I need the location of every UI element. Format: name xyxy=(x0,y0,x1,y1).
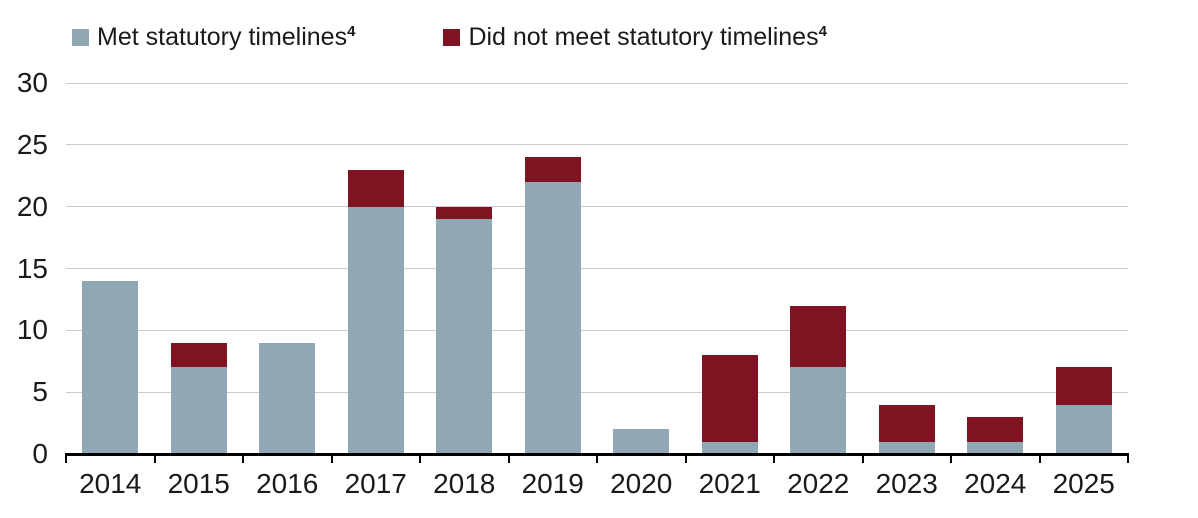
legend-label-not-met: Did not meet statutory timelines4 xyxy=(468,23,827,52)
bar-segment-2021-met xyxy=(701,441,758,454)
bar-segment-2025-not-met xyxy=(1055,367,1112,405)
x-axis-tick-10 xyxy=(950,454,952,463)
x-axis-tick-0 xyxy=(65,454,67,463)
y-tick-label-5: 5 xyxy=(32,376,48,408)
bar-segment-2023-not-met xyxy=(878,404,935,442)
x-tick-label-2023: 2023 xyxy=(875,468,938,499)
gridline-y-15 xyxy=(66,268,1128,269)
bar-segment-2015-met xyxy=(170,367,227,454)
bar-segment-2021-not-met xyxy=(701,355,758,442)
x-axis-tick-6 xyxy=(596,454,598,463)
y-tick-label-30: 30 xyxy=(16,67,48,98)
x-tick-label-2016: 2016 xyxy=(256,468,319,499)
legend-label-not-met-text: Did not meet statutory timelines xyxy=(468,23,819,51)
gridline-y-30 xyxy=(66,82,1128,84)
x-tick-label-2018: 2018 xyxy=(433,468,496,499)
x-tick-label-2024: 2024 xyxy=(964,468,1027,499)
gridline-y-10 xyxy=(66,329,1128,331)
gridline-y-25 xyxy=(66,144,1128,146)
bar-segment-2022-met xyxy=(790,367,847,454)
x-axis-tick-8 xyxy=(773,454,775,463)
bar-segment-2024-met xyxy=(967,441,1024,454)
gridline-y-20 xyxy=(66,206,1128,208)
bar-segment-2023-met xyxy=(878,441,935,454)
bar-segment-2018-met xyxy=(436,219,493,454)
y-tick-label-25: 25 xyxy=(16,128,48,160)
x-tick-label-2025: 2025 xyxy=(1052,468,1115,499)
x-axis-tick-7 xyxy=(684,454,687,463)
y-tick-label-20: 20 xyxy=(16,190,48,222)
x-tick-label-2015: 2015 xyxy=(167,468,230,499)
bar-segment-2020-met xyxy=(613,429,670,454)
bar-segment-2024-not-met xyxy=(967,416,1024,442)
legend-label-met-text: Met statutory timelines xyxy=(97,23,348,51)
x-axis-tick-11 xyxy=(1038,454,1041,463)
x-tick-label-2019: 2019 xyxy=(521,468,584,499)
x-tick-label-2014: 2014 xyxy=(79,468,142,499)
x-axis-tick-3 xyxy=(330,454,333,463)
bar-segment-2015-not-met xyxy=(170,342,227,368)
bar-segment-2017-not-met xyxy=(347,169,404,207)
x-axis-tick-2 xyxy=(242,454,244,463)
bar-segment-2019-met xyxy=(524,181,581,454)
legend-swatch-not-met-icon xyxy=(443,29,461,47)
legend-label-met: Met statutory timelines4 xyxy=(97,23,356,52)
legend-item-met: Met statutory timelines4 xyxy=(72,23,356,52)
x-tick-label-2021: 2021 xyxy=(698,468,761,499)
x-axis-tick-1 xyxy=(153,454,156,463)
x-axis-tick-9 xyxy=(861,454,864,463)
legend-label-not-met-footnote: 4 xyxy=(818,23,827,40)
bar-segment-2022-not-met xyxy=(790,305,847,368)
bar-segment-2014-met xyxy=(82,280,139,454)
x-tick-label-2022: 2022 xyxy=(787,468,850,499)
bar-segment-2019-not-met xyxy=(524,157,581,182)
x-axis-tick-5 xyxy=(507,454,510,463)
legend-item-not-met: Did not meet statutory timelines4 xyxy=(443,23,827,52)
x-tick-label-2017: 2017 xyxy=(344,468,407,499)
legend-swatch-met-icon xyxy=(72,29,89,47)
y-tick-label-15: 15 xyxy=(16,252,48,284)
bar-segment-2017-met xyxy=(347,206,404,454)
x-axis-tick-12 xyxy=(1127,454,1129,463)
x-tick-label-2020: 2020 xyxy=(610,468,673,499)
y-tick-label-10: 10 xyxy=(16,314,48,346)
legend-label-met-footnote: 4 xyxy=(347,23,356,40)
bar-segment-2016-met xyxy=(259,342,316,454)
legend: Met statutory timelines4 Did not meet st… xyxy=(72,23,827,52)
gridline-y-5 xyxy=(66,391,1128,393)
y-tick-label-0: 0 xyxy=(32,438,48,469)
bar-segment-2025-met xyxy=(1055,404,1112,454)
x-axis-tick-4 xyxy=(419,454,421,463)
bar-segment-2018-not-met xyxy=(436,206,493,220)
